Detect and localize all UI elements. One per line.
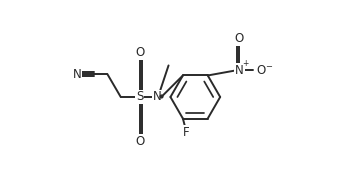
Text: S: S: [136, 90, 143, 104]
Text: O: O: [135, 135, 144, 148]
Text: F: F: [182, 126, 189, 139]
Text: O: O: [135, 46, 144, 59]
Text: O: O: [235, 32, 244, 45]
Text: +: +: [242, 59, 248, 68]
Text: N: N: [235, 64, 244, 77]
Text: N: N: [73, 68, 82, 81]
Text: O$^{-}$: O$^{-}$: [256, 64, 273, 77]
Text: N: N: [153, 90, 161, 104]
